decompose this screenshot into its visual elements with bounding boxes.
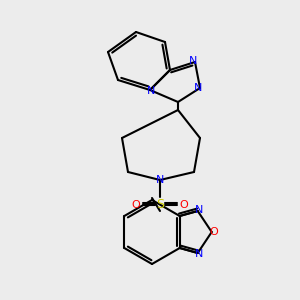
Text: O: O (209, 227, 218, 237)
Text: N: N (194, 205, 203, 215)
Text: N: N (156, 175, 164, 185)
Text: N: N (194, 83, 202, 93)
Text: N: N (189, 56, 197, 66)
Text: O: O (132, 200, 140, 210)
Text: N: N (147, 86, 155, 96)
Text: N: N (194, 249, 203, 259)
Text: S: S (156, 199, 164, 212)
Text: O: O (180, 200, 188, 210)
